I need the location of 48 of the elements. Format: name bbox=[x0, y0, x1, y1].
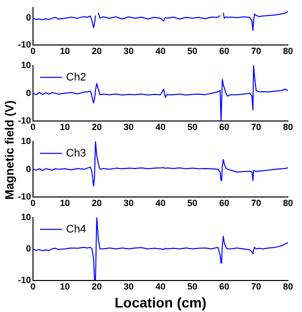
x-tick-label: 10 bbox=[60, 122, 70, 132]
x-tick-label: 60 bbox=[219, 122, 230, 132]
y-tick-label: 10 bbox=[20, 60, 31, 70]
x-tick-label: 30 bbox=[124, 46, 134, 56]
y-tick-label: 0 bbox=[26, 88, 31, 98]
y-tick-label: -10 bbox=[18, 40, 31, 50]
x-tick-label: 60 bbox=[219, 46, 230, 56]
x-tick-label: 50 bbox=[187, 281, 198, 292]
legend-label: Ch4 bbox=[66, 223, 86, 236]
x-tick-label: 80 bbox=[282, 122, 294, 132]
x-tick-label: 80 bbox=[282, 198, 294, 208]
y-tick-label: 0 bbox=[26, 12, 31, 23]
y-tick-label: 10 bbox=[20, 136, 31, 146]
x-tick-label: 40 bbox=[155, 46, 166, 56]
x-tick-label: 20 bbox=[92, 198, 102, 208]
x-tick-label: 20 bbox=[92, 46, 102, 56]
x-tick-label: 70 bbox=[251, 46, 262, 56]
y-tick-label: 10 bbox=[20, 212, 31, 222]
y-tick-label: -10 bbox=[18, 192, 31, 202]
x-tick-label: 80 bbox=[282, 281, 294, 292]
x-tick-label: 70 bbox=[251, 281, 262, 292]
legend-label: Ch3 bbox=[66, 147, 86, 160]
x-tick-label: 30 bbox=[124, 122, 134, 132]
x-tick-label: 50 bbox=[187, 122, 198, 132]
x-tick-label: 50 bbox=[187, 198, 198, 208]
legend-label: Ch2 bbox=[66, 71, 86, 84]
x-tick-label: 30 bbox=[124, 198, 134, 208]
x-tick-label: 10 bbox=[60, 198, 70, 208]
y-tick-label: -10 bbox=[18, 274, 31, 285]
x-tick-label: 30 bbox=[124, 281, 134, 292]
x-tick-label: 40 bbox=[155, 198, 166, 208]
x-tick-label: 60 bbox=[219, 198, 230, 208]
x-tick-label: 80 bbox=[282, 46, 294, 56]
x-tick-label: 20 bbox=[92, 281, 102, 292]
y-axis-title: Magnetic field (V) bbox=[2, 100, 16, 200]
x-tick-label: 10 bbox=[60, 46, 70, 56]
x-tick-label: 10 bbox=[60, 281, 70, 292]
x-tick-label: 50 bbox=[187, 46, 198, 56]
x-axis-title: Location (cm) bbox=[114, 294, 206, 310]
y-tick-label: 0 bbox=[26, 243, 31, 254]
x-tick-label: 60 bbox=[219, 281, 230, 292]
x-tick-label: 70 bbox=[251, 198, 262, 208]
x-tick-label: 20 bbox=[92, 122, 102, 132]
x-tick-label: 70 bbox=[251, 122, 262, 132]
x-tick-label: 40 bbox=[155, 281, 166, 292]
x-tick-label: 40 bbox=[155, 122, 166, 132]
y-tick-label: -10 bbox=[18, 116, 31, 126]
y-tick-label: 0 bbox=[26, 164, 31, 174]
